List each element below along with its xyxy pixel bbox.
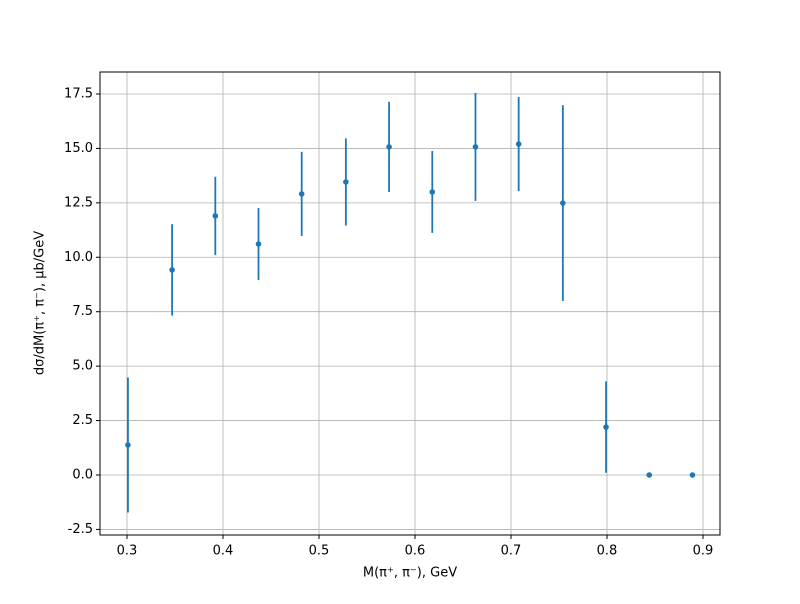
y-tick-label: 12.5 bbox=[64, 195, 93, 210]
y-tick-label: 0.0 bbox=[72, 467, 93, 482]
data-point bbox=[515, 141, 522, 147]
data-point bbox=[298, 191, 305, 197]
y-tick-label: 2.5 bbox=[72, 413, 93, 428]
x-tick-label: 0.6 bbox=[405, 544, 426, 559]
data-point bbox=[603, 424, 609, 430]
data-point bbox=[343, 179, 349, 185]
x-tick-label: 0.7 bbox=[501, 544, 522, 559]
data-point bbox=[646, 472, 653, 478]
data-point bbox=[429, 189, 436, 195]
y-tick-label: 5.0 bbox=[72, 359, 93, 374]
x-tick-label: 0.3 bbox=[117, 544, 138, 559]
x-axis-label: M(π⁺, π⁻), GeV bbox=[363, 566, 457, 581]
data-point bbox=[689, 472, 696, 478]
x-tick-label: 0.5 bbox=[309, 544, 330, 559]
x-tick-label: 0.4 bbox=[213, 544, 234, 559]
data-point bbox=[169, 267, 175, 273]
data-point bbox=[386, 144, 392, 150]
data-point bbox=[255, 241, 262, 247]
data-point bbox=[560, 200, 566, 206]
data-point bbox=[125, 442, 131, 448]
data-point bbox=[212, 213, 219, 219]
axes-frame bbox=[99, 71, 721, 536]
y-tick-label: 10.0 bbox=[64, 250, 93, 265]
x-tick-label: 0.8 bbox=[597, 544, 618, 559]
data-point bbox=[472, 144, 479, 150]
y-tick-label: 7.5 bbox=[72, 304, 93, 319]
y-tick-label: 17.5 bbox=[64, 86, 93, 101]
y-axis-label: dσ/dM(π⁺, π⁻), μb/GeV bbox=[33, 231, 48, 375]
x-tick-label: 0.9 bbox=[693, 544, 714, 559]
plot-area bbox=[100, 72, 720, 535]
y-tick-label: -2.5 bbox=[68, 522, 93, 537]
y-tick-label: 15.0 bbox=[64, 141, 93, 156]
